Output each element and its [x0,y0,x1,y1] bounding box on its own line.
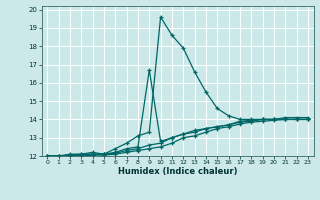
X-axis label: Humidex (Indice chaleur): Humidex (Indice chaleur) [118,167,237,176]
